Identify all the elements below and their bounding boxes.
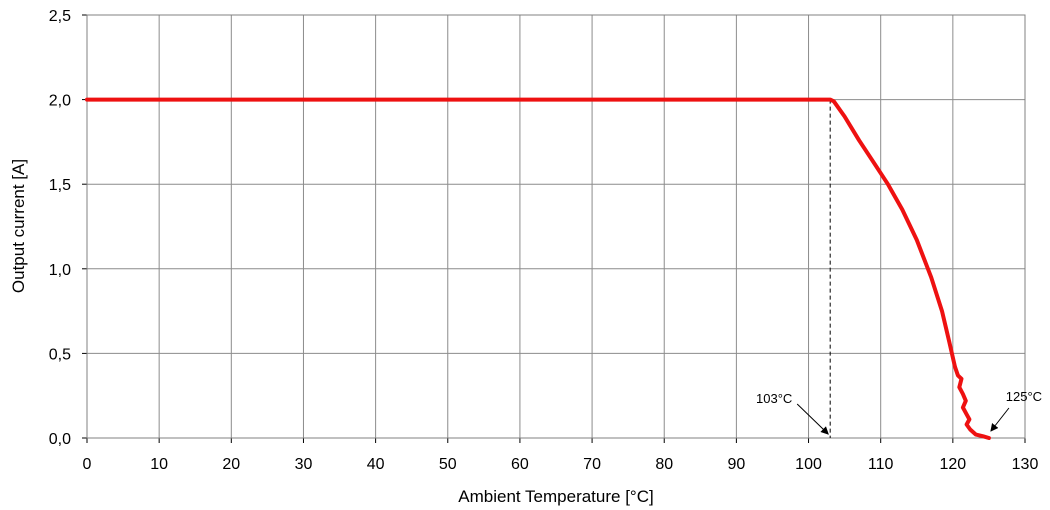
- x-tick-label: 60: [511, 456, 529, 473]
- x-tick-label: 50: [439, 456, 457, 473]
- x-tick-label: 130: [1012, 456, 1039, 473]
- y-tick-label: 2,5: [49, 8, 71, 25]
- y-tick-label: 1,5: [49, 177, 71, 194]
- x-tick-label: 0: [83, 456, 92, 473]
- x-tick-label: 10: [150, 456, 168, 473]
- x-tick-label: 110: [868, 456, 894, 473]
- y-tick-label: 0,0: [49, 431, 71, 448]
- series-line: [85, 97, 991, 440]
- x-axis-title: Ambient Temperature [°C]: [458, 487, 653, 506]
- y-tick-label: 1,0: [49, 262, 71, 279]
- annotation-label-125: 125°C: [1006, 389, 1042, 404]
- x-tick-label: 30: [295, 456, 313, 473]
- x-tick-label: 40: [367, 456, 385, 473]
- series-layer: [85, 97, 991, 440]
- x-tick-label: 70: [583, 456, 601, 473]
- y-tick-label: 0,5: [49, 346, 71, 363]
- annotations: 103°C 125°C: [756, 99, 1042, 438]
- x-tick-label: 90: [727, 456, 745, 473]
- annotation-arrow-103: [796, 403, 829, 435]
- x-tick-label: 120: [939, 456, 966, 473]
- x-tick-labels: 0 10 20 30 40 50 60 70 80 90 100 110 120 130: [83, 456, 1039, 473]
- annotation-label-103: 103°C: [756, 391, 792, 406]
- x-tick-label: 20: [222, 456, 240, 473]
- y-tick-labels: 0,0 0,5 1,0 1,5 2,0 2,5: [49, 8, 71, 448]
- grid: [82, 14, 1026, 443]
- y-tick-label: 2,0: [49, 93, 71, 110]
- x-tick-label: 80: [655, 456, 673, 473]
- plot-area-frame: [86, 14, 1026, 439]
- x-tick-label: 100: [795, 456, 822, 473]
- y-axis-title: Output current [A]: [9, 159, 28, 293]
- annotation-arrow-125: [990, 407, 1010, 432]
